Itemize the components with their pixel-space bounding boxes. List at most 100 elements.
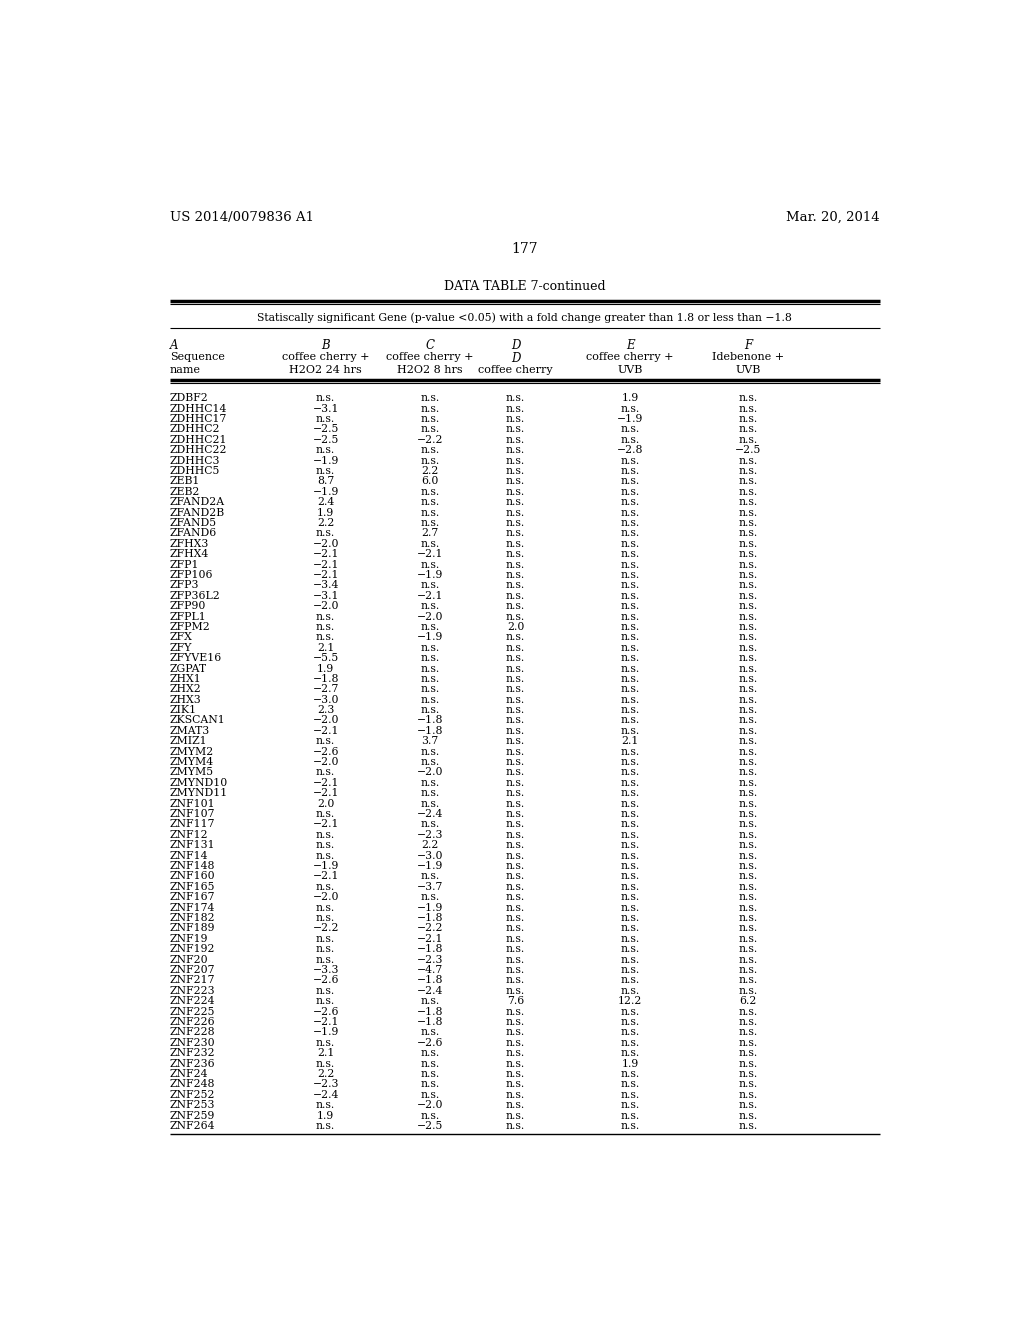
Text: ZNF248: ZNF248: [170, 1080, 215, 1089]
Text: n.s.: n.s.: [506, 903, 525, 912]
Text: n.s.: n.s.: [621, 705, 640, 715]
Text: −3.1: −3.1: [312, 591, 339, 601]
Text: n.s.: n.s.: [506, 1080, 525, 1089]
Text: −3.1: −3.1: [312, 404, 339, 413]
Text: n.s.: n.s.: [621, 404, 640, 413]
Text: n.s.: n.s.: [621, 528, 640, 539]
Text: n.s.: n.s.: [738, 653, 758, 663]
Text: ZDHHC22: ZDHHC22: [170, 445, 227, 455]
Text: n.s.: n.s.: [738, 892, 758, 902]
Text: ZMAT3: ZMAT3: [170, 726, 210, 735]
Text: n.s.: n.s.: [621, 466, 640, 477]
Text: n.s.: n.s.: [738, 954, 758, 965]
Text: n.s.: n.s.: [621, 581, 640, 590]
Text: ZFHX3: ZFHX3: [170, 539, 209, 549]
Text: ZFP1: ZFP1: [170, 560, 200, 569]
Text: n.s.: n.s.: [421, 393, 440, 403]
Text: −3.7: −3.7: [417, 882, 443, 892]
Text: n.s.: n.s.: [506, 517, 525, 528]
Text: n.s.: n.s.: [738, 809, 758, 818]
Text: n.s.: n.s.: [621, 675, 640, 684]
Text: n.s.: n.s.: [621, 1048, 640, 1059]
Text: n.s.: n.s.: [421, 560, 440, 569]
Text: ZNF14: ZNF14: [170, 850, 208, 861]
Text: −1.9: −1.9: [312, 861, 339, 871]
Text: n.s.: n.s.: [421, 1059, 440, 1068]
Text: n.s.: n.s.: [621, 601, 640, 611]
Text: n.s.: n.s.: [506, 445, 525, 455]
Text: −2.6: −2.6: [417, 1038, 443, 1048]
Text: n.s.: n.s.: [421, 758, 440, 767]
Text: n.s.: n.s.: [506, 809, 525, 818]
Text: −2.0: −2.0: [312, 601, 339, 611]
Text: ZNF24: ZNF24: [170, 1069, 208, 1078]
Text: n.s.: n.s.: [621, 1080, 640, 1089]
Text: n.s.: n.s.: [738, 830, 758, 840]
Text: n.s.: n.s.: [421, 581, 440, 590]
Text: −1.8: −1.8: [417, 715, 443, 726]
Text: n.s.: n.s.: [621, 549, 640, 560]
Text: n.s.: n.s.: [506, 924, 525, 933]
Text: n.s.: n.s.: [738, 1110, 758, 1121]
Text: ZMYND11: ZMYND11: [170, 788, 228, 799]
Text: ZNF236: ZNF236: [170, 1059, 215, 1068]
Text: US 2014/0079836 A1: US 2014/0079836 A1: [170, 211, 313, 224]
Text: n.s.: n.s.: [621, 1069, 640, 1078]
Text: n.s.: n.s.: [421, 498, 440, 507]
Text: Statiscally significant Gene (p-value <0.05) with a fold change greater than 1.8: Statiscally significant Gene (p-value <0…: [257, 313, 793, 323]
Text: −1.8: −1.8: [417, 1016, 443, 1027]
Text: H2O2 24 hrs: H2O2 24 hrs: [289, 364, 362, 375]
Text: ZNF131: ZNF131: [170, 841, 215, 850]
Text: n.s.: n.s.: [621, 1100, 640, 1110]
Text: n.s.: n.s.: [421, 675, 440, 684]
Text: A: A: [170, 339, 178, 352]
Text: C: C: [426, 339, 435, 352]
Text: n.s.: n.s.: [621, 871, 640, 882]
Text: −2.6: −2.6: [312, 1007, 339, 1016]
Text: 2.3: 2.3: [317, 705, 334, 715]
Text: ZFP3: ZFP3: [170, 581, 200, 590]
Text: ZNF253: ZNF253: [170, 1100, 215, 1110]
Text: n.s.: n.s.: [506, 434, 525, 445]
Text: n.s.: n.s.: [316, 445, 335, 455]
Text: ZNF182: ZNF182: [170, 913, 215, 923]
Text: n.s.: n.s.: [738, 747, 758, 756]
Text: n.s.: n.s.: [738, 477, 758, 486]
Text: 2.4: 2.4: [317, 498, 334, 507]
Text: n.s.: n.s.: [316, 882, 335, 892]
Text: ZEB2: ZEB2: [170, 487, 201, 496]
Text: n.s.: n.s.: [738, 758, 758, 767]
Text: ZNF252: ZNF252: [170, 1090, 215, 1100]
Text: n.s.: n.s.: [506, 767, 525, 777]
Text: −2.5: −2.5: [417, 1121, 443, 1131]
Text: ZNF12: ZNF12: [170, 830, 209, 840]
Text: Mar. 20, 2014: Mar. 20, 2014: [786, 211, 880, 224]
Text: n.s.: n.s.: [738, 528, 758, 539]
Text: n.s.: n.s.: [738, 965, 758, 975]
Text: n.s.: n.s.: [506, 1048, 525, 1059]
Text: D: D: [511, 339, 520, 352]
Text: n.s.: n.s.: [316, 913, 335, 923]
Text: n.s.: n.s.: [506, 611, 525, 622]
Text: n.s.: n.s.: [316, 1121, 335, 1131]
Text: ZNF165: ZNF165: [170, 882, 215, 892]
Text: n.s.: n.s.: [506, 965, 525, 975]
Text: n.s.: n.s.: [506, 777, 525, 788]
Text: ZHX3: ZHX3: [170, 694, 202, 705]
Text: UVB: UVB: [617, 364, 643, 375]
Text: n.s.: n.s.: [621, 799, 640, 809]
Text: ZNF207: ZNF207: [170, 965, 215, 975]
Text: ZFP106: ZFP106: [170, 570, 213, 579]
Text: n.s.: n.s.: [421, 664, 440, 673]
Text: n.s.: n.s.: [621, 643, 640, 652]
Text: n.s.: n.s.: [738, 882, 758, 892]
Text: ZNF225: ZNF225: [170, 1007, 215, 1016]
Text: n.s.: n.s.: [506, 1090, 525, 1100]
Text: ZMYND10: ZMYND10: [170, 777, 228, 788]
Text: Sequence: Sequence: [170, 352, 224, 363]
Text: n.s.: n.s.: [738, 611, 758, 622]
Text: n.s.: n.s.: [506, 944, 525, 954]
Text: n.s.: n.s.: [506, 653, 525, 663]
Text: n.s.: n.s.: [316, 1100, 335, 1110]
Text: n.s.: n.s.: [506, 539, 525, 549]
